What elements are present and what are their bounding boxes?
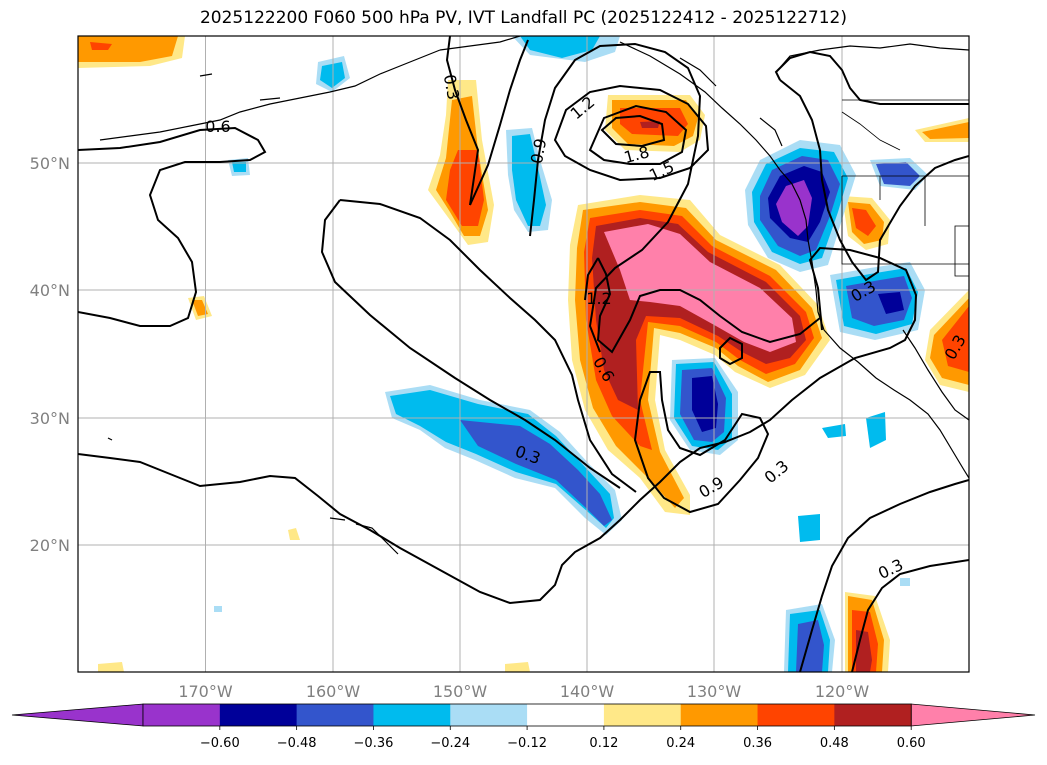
colorbar-tick-label: 0.24 xyxy=(666,736,695,751)
lon-label: 170°W xyxy=(178,682,233,701)
lat-label: 20°N xyxy=(30,536,70,555)
colorbar: −0.60 −0.48 −0.36 −0.24 −0.12 0.12 0.24 0.36 0.4… xyxy=(11,703,1036,751)
lon-label: 150°W xyxy=(433,682,488,701)
colorbar-tick-label: 0.36 xyxy=(743,736,772,751)
contour-lines xyxy=(78,36,969,672)
map-title: 2025122200 F060 500 hPa PV, IVT Landfall… xyxy=(199,8,847,28)
lon-label: 130°W xyxy=(687,682,742,701)
colorbar-bin xyxy=(296,704,374,726)
colorbar-bin xyxy=(527,704,605,726)
colorbar-bin xyxy=(219,704,298,726)
colorbar-over-extension xyxy=(910,703,1036,727)
colorbar-bin xyxy=(680,704,759,726)
colorbar-tick-label: 0.60 xyxy=(897,736,926,751)
lat-label: 40°N xyxy=(30,281,70,300)
colorbar-under-extension xyxy=(11,703,144,727)
colorbar-bin xyxy=(143,704,221,726)
colorbar-bin xyxy=(373,704,451,726)
colorbar-tick-label: −0.12 xyxy=(507,736,547,751)
colorbar-tick-label: −0.48 xyxy=(277,736,317,751)
contour-label: 0.9 xyxy=(527,137,550,165)
lon-label: 160°W xyxy=(306,682,361,701)
lon-label: 120°W xyxy=(815,682,870,701)
map-frame xyxy=(77,35,970,673)
lon-label: 140°W xyxy=(560,682,615,701)
lat-label: 30°N xyxy=(30,409,70,428)
contour-label: 1.2 xyxy=(586,289,611,308)
colorbar-tick-label: −0.60 xyxy=(200,736,240,751)
latitude-labels: 50°N 40°N 30°N 20°N xyxy=(30,154,70,555)
colorbar-bin xyxy=(757,704,835,726)
contour-label: 0.6 xyxy=(205,117,230,136)
colorbar-tick-label: −0.36 xyxy=(354,736,394,751)
colorbar-tick-label: 0.48 xyxy=(820,736,849,751)
colorbar-tick-label: −0.24 xyxy=(430,736,470,751)
colorbar-bin xyxy=(450,704,528,726)
longitude-labels: 170°W 160°W 150°W 140°W 130°W 120°W xyxy=(178,682,869,701)
colorbar-bin xyxy=(834,704,912,726)
contour-label: 0.3 xyxy=(440,73,463,101)
coastlines xyxy=(99,36,969,555)
lat-label: 50°N xyxy=(30,154,70,173)
colorbar-bin xyxy=(603,704,682,726)
colorbar-tick-label: 0.12 xyxy=(589,736,618,751)
